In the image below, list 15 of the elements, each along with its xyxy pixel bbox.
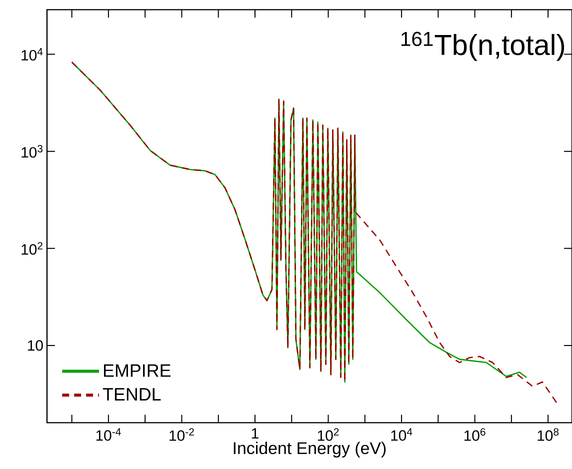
legend-label: TENDL — [102, 388, 161, 401]
x-tick-label: 10$^{-2}$ — [170, 428, 194, 441]
y-tick-label: 10$^{2}$ — [22, 242, 42, 255]
y-tick-label: 10$^{4}$ — [22, 48, 43, 61]
x-axis-title: Incident Energy (eV) — [234, 442, 386, 458]
text: $^{161}$Tb(n,total) — [401, 32, 564, 61]
legend-label: EMPIRE — [104, 364, 170, 377]
x-tick-label: 10$^{-4}$ — [96, 428, 121, 441]
x-tick-label: 10$^{2}$ — [318, 428, 339, 441]
x-tick-label: 10$^{8}$ — [538, 428, 559, 441]
x-tick-label: 10$^{6}$ — [464, 428, 486, 441]
x-tick-label: 1 — [252, 428, 258, 438]
y-tick-label: 10 — [28, 340, 43, 351]
x-tick-label: 10$^{4}$ — [391, 428, 412, 441]
y-tick-label: 10$^{3}$ — [22, 145, 43, 158]
